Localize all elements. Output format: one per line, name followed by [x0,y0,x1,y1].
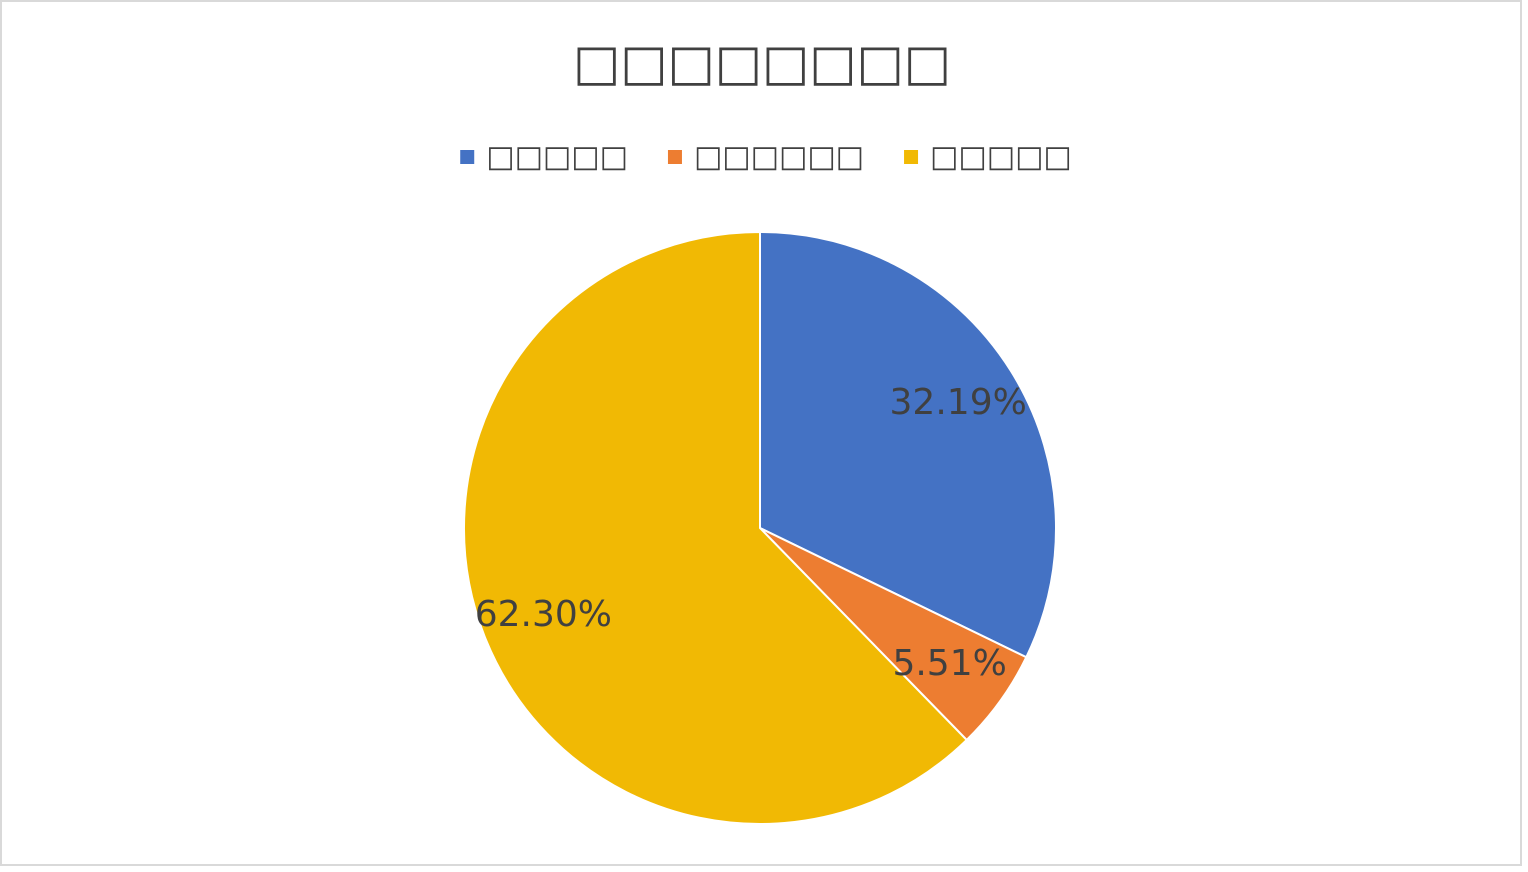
data-label: 32.19% [890,382,1027,423]
data-label: 62.30% [475,594,612,635]
legend-swatch [667,150,682,164]
chart-title: □□□□□□□□ [573,34,951,92]
legend-label: □□□□□ [486,140,628,175]
legend-label: □□□□□□ [694,140,864,175]
pie-slice [463,230,969,825]
legend-swatch [904,150,919,164]
legend-swatch [460,150,475,164]
data-label: 5.51% [892,643,1006,684]
pie-slice [759,230,1057,659]
legend-label: □□□□□ [930,140,1072,175]
